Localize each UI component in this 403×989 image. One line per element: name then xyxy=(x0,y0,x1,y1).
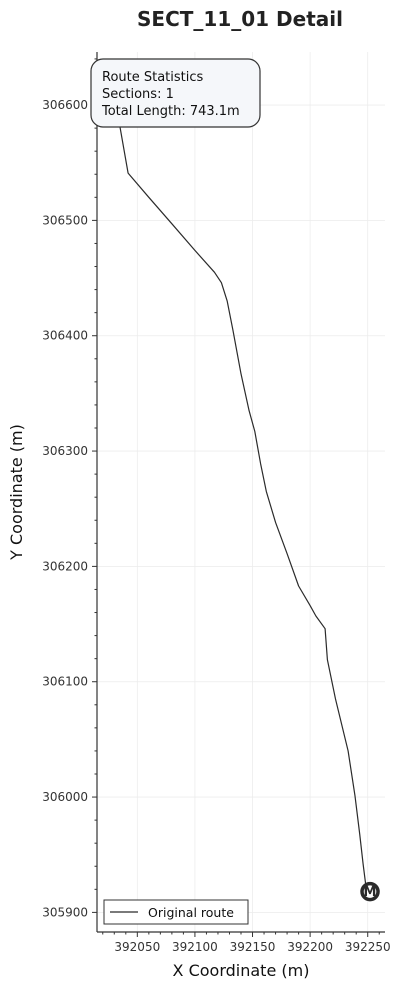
route-line xyxy=(109,92,368,892)
stats-box: Route Statistics Sections: 1 Total Lengt… xyxy=(90,58,261,128)
series-layer xyxy=(109,92,368,892)
x-tick-label: 392050 xyxy=(114,940,160,954)
y-tick-label: 306400 xyxy=(42,329,88,343)
legend: Original route xyxy=(103,899,249,925)
y-tick-label: 306300 xyxy=(42,444,88,458)
x-gridlines xyxy=(136,52,369,932)
y-tick-label: 306200 xyxy=(42,559,88,573)
y-gridlines xyxy=(97,104,385,913)
y-axis-label: Y Coordinate (m) xyxy=(7,424,26,561)
x-tick-label: 392250 xyxy=(345,940,391,954)
stats-box-frame xyxy=(90,58,261,128)
y-axis-ticks: 305900 306000 306100 306200 306300 306400 3065… xyxy=(42,58,97,919)
y-tick-label: 306000 xyxy=(42,790,88,804)
x-axis-label: X Coordinate (m) xyxy=(173,961,310,980)
chart-title: SECT_11_01 Detail xyxy=(137,7,343,31)
x-tick-label: 392200 xyxy=(287,940,333,954)
x-axis-ticks: 392050 392100 392150 392200 392250 xyxy=(102,932,391,954)
marker-layer: LM xyxy=(99,82,380,902)
y-tick-label: 306600 xyxy=(42,98,88,112)
y-tick-label: 306500 xyxy=(42,213,88,227)
y-tick-label: 306100 xyxy=(42,675,88,689)
x-tick-label: 392150 xyxy=(230,940,276,954)
x-tick-label: 392100 xyxy=(172,940,218,954)
y-tick-label: 305900 xyxy=(42,905,88,919)
legend-label: Original route xyxy=(148,905,234,920)
stats-heading: Route Statistics xyxy=(102,70,204,85)
stats-total-length: Total Length: 743.1m xyxy=(101,104,240,119)
end-marker-label: M xyxy=(364,885,377,900)
end-marker xyxy=(360,881,380,902)
stats-sections: Sections: 1 xyxy=(102,87,174,102)
